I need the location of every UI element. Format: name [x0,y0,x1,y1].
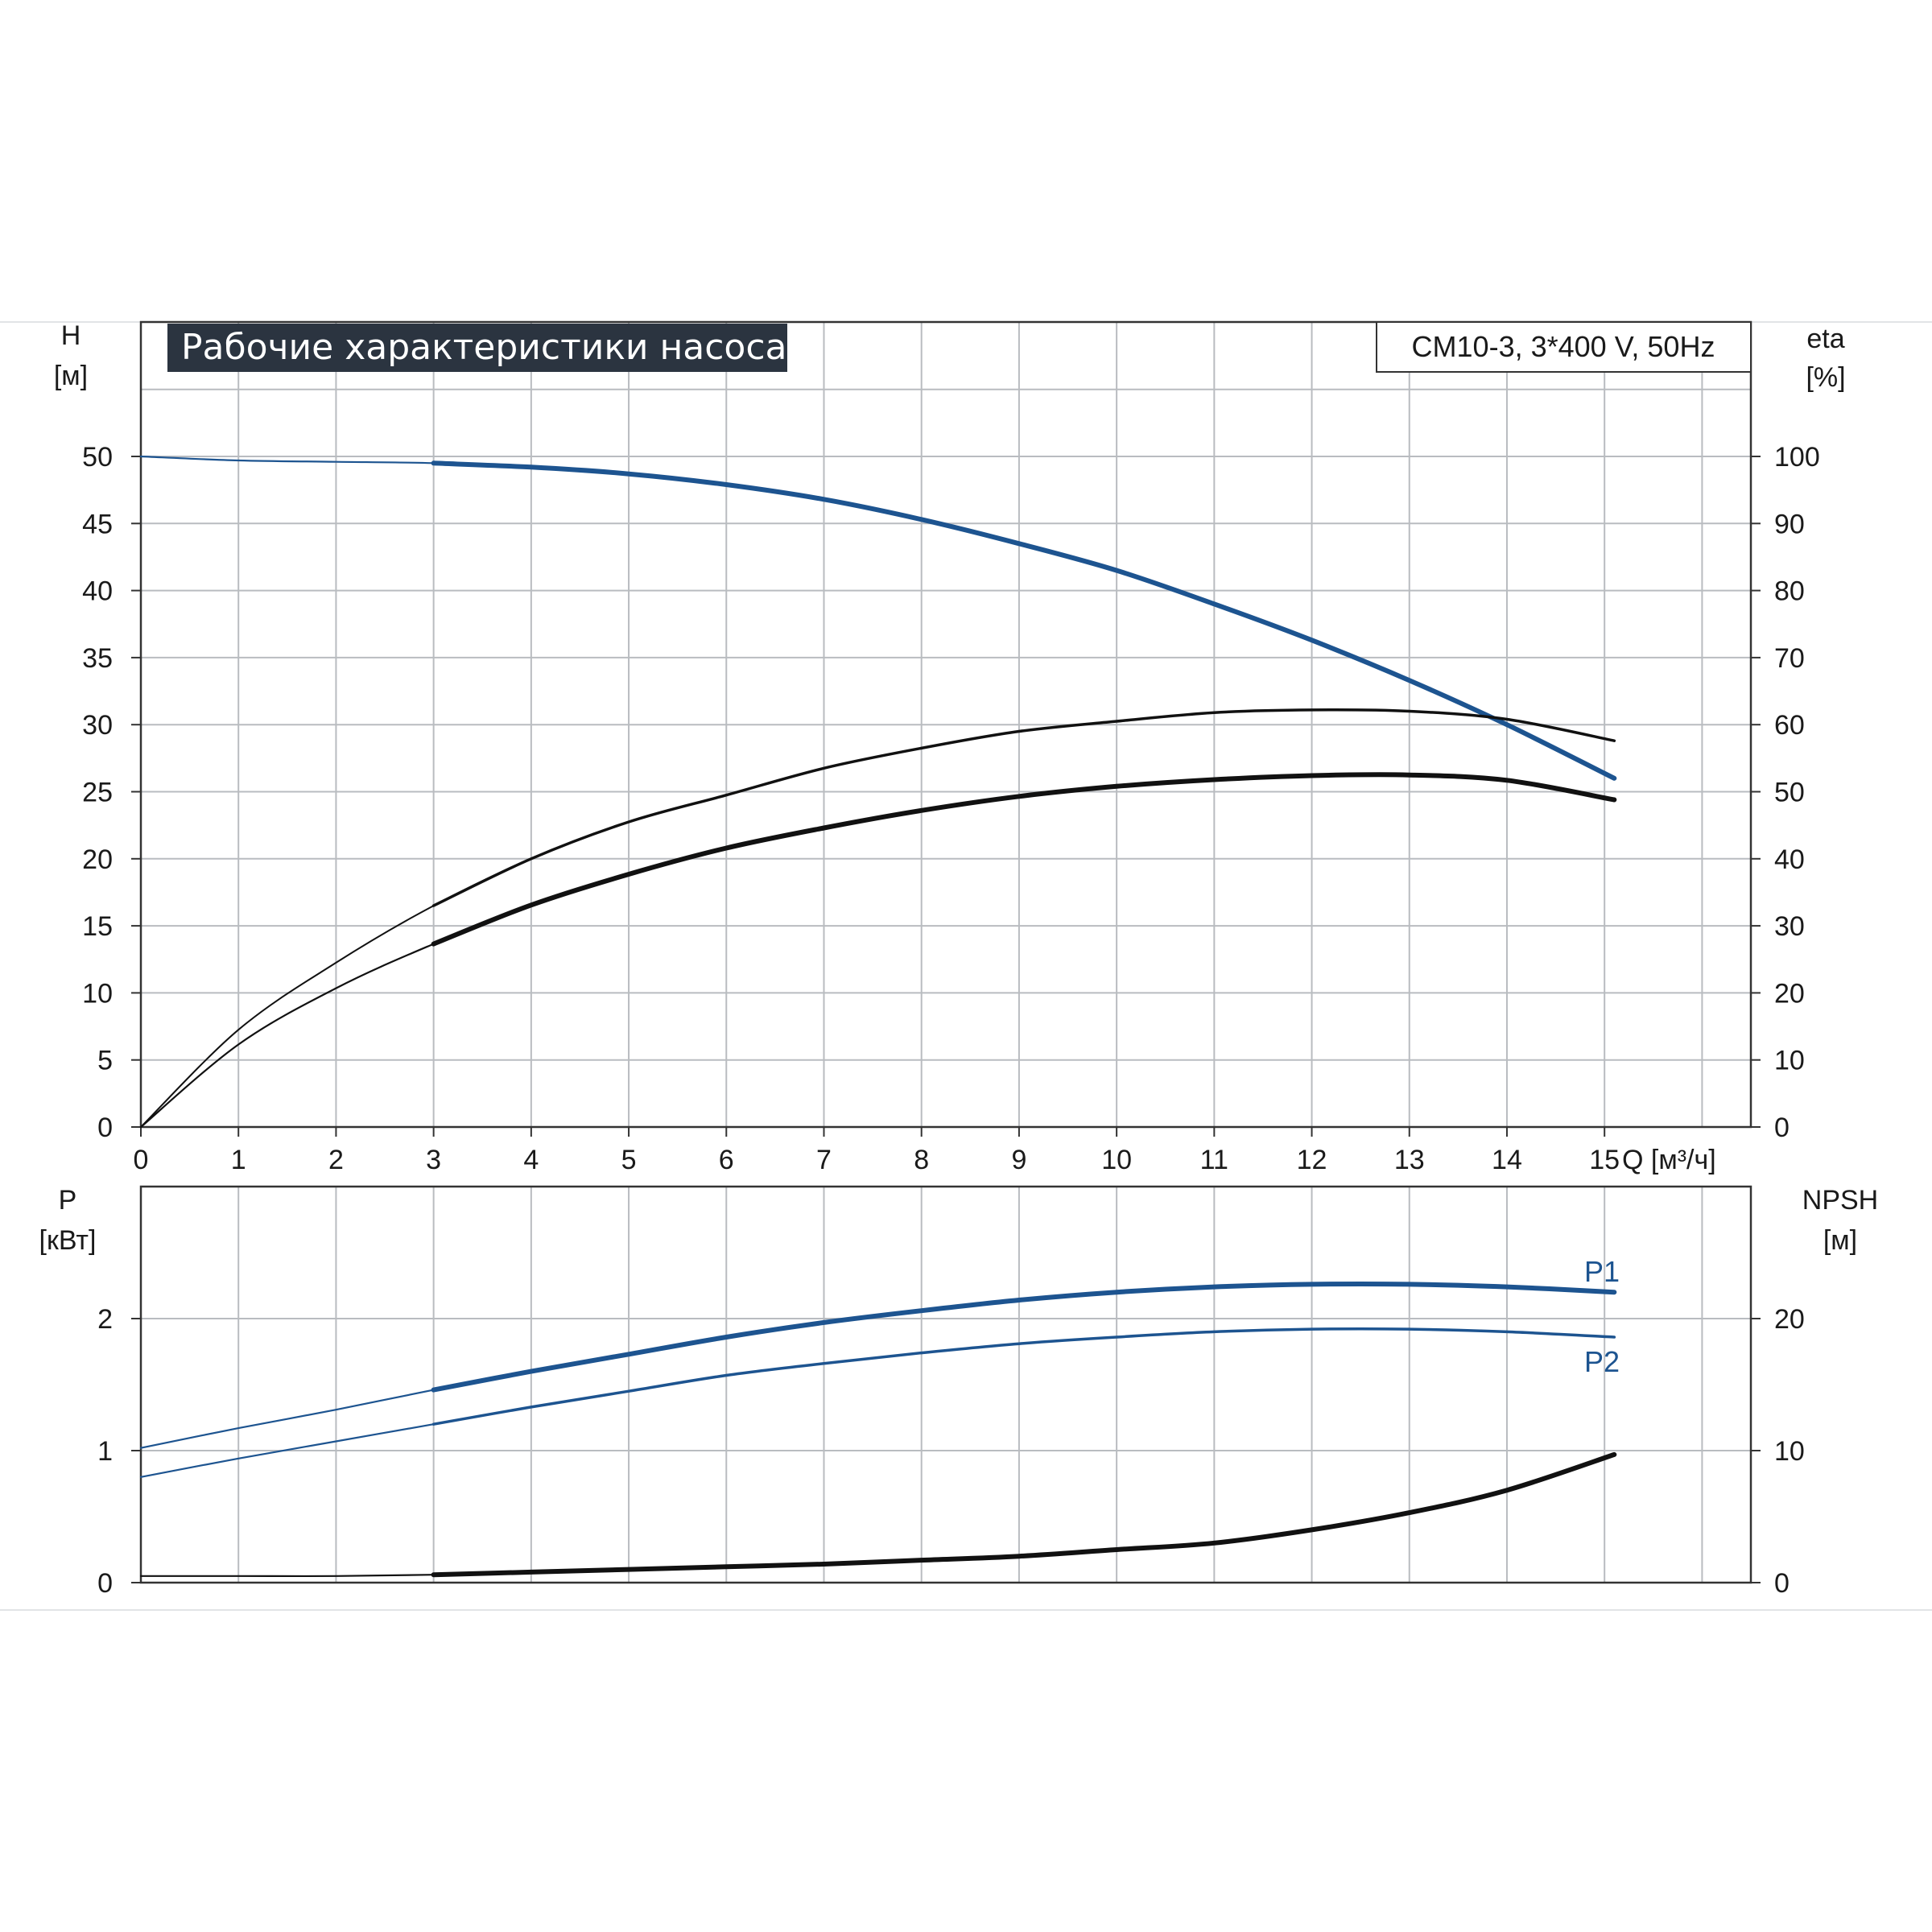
q-tick-label: 2 [328,1145,344,1175]
q-axis-label: Q [м³/ч] [1622,1145,1716,1175]
p1-curve-full [139,1282,1616,1449]
p-tick-label: 1 [97,1436,113,1467]
q-tick-label: 13 [1394,1145,1425,1175]
eta-tick-label: 60 [1774,710,1805,741]
model-box [1376,321,1752,373]
p-tick-label: 2 [97,1304,113,1335]
q-tick-label: 15 [1589,1145,1620,1175]
npsh-tick-label: 20 [1774,1304,1805,1335]
eta-tick-label: 0 [1774,1113,1790,1143]
title-box [167,324,787,372]
chart-title: Рабочие характеристики насоса [181,327,786,368]
h-curve-full [139,455,1616,779]
p2-curve [431,1327,1616,1426]
q-tick-label: 10 [1101,1145,1132,1175]
p-axis-unit: [кВт] [39,1225,97,1256]
h-tick-label: 40 [82,576,113,607]
eta-tick-label: 10 [1774,1046,1805,1076]
eta-axis-label: eta [1806,324,1844,354]
h-tick-label: 45 [82,509,113,539]
h-curve [431,460,1617,781]
h-tick-label: 50 [82,442,113,473]
upper-axis-ticks: 0510152025303540455001020304050607080901… [82,442,1820,1175]
eta-tick-label: 90 [1774,509,1805,539]
q-tick-label: 1 [231,1145,246,1175]
npsh-tick-label: 0 [1774,1568,1790,1599]
h-tick-label: 35 [82,643,113,674]
p1-curve-label: P1 [1584,1255,1620,1288]
npsh-curve [431,1451,1617,1578]
p1-curve [431,1281,1617,1393]
eta-total-curve [431,772,1617,947]
lower-grid [141,1187,1751,1583]
h-axis-label: H [61,320,81,351]
h-axis-unit: [м] [54,361,88,391]
h-tick-label: 25 [82,778,113,808]
q-tick-label: 11 [1200,1145,1228,1175]
p2-curve-full [139,1327,1616,1478]
eta-tick-label: 70 [1774,643,1805,674]
eta-tick-label: 40 [1774,844,1805,875]
q-tick-label: 12 [1297,1145,1327,1175]
q-tick-label: 7 [816,1145,832,1175]
upper-curves [139,455,1617,1129]
eta-axis-unit: [%] [1806,362,1845,393]
q-tick-label: 8 [914,1145,929,1175]
h-tick-label: 15 [82,911,113,942]
eta-tick-label: 80 [1774,576,1805,607]
npsh-axis-label: NPSH [1802,1185,1878,1216]
upper-grid [141,322,1751,1127]
q-tick-label: 6 [719,1145,734,1175]
p-axis-label: P [59,1185,77,1216]
h-tick-label: 20 [82,844,113,875]
q-tick-label: 3 [426,1145,441,1175]
npsh-axis-unit: [м] [1823,1225,1857,1256]
q-tick-label: 9 [1011,1145,1026,1175]
q-tick-label: 14 [1492,1145,1522,1175]
lower-plot-frame [139,1185,1752,1584]
h-tick-label: 10 [82,978,113,1009]
p2-curve-label: P2 [1584,1345,1620,1378]
lower-curves [139,1281,1617,1578]
p-tick-label: 0 [97,1568,113,1599]
eta-tick-label: 50 [1774,778,1805,808]
q-tick-label: 5 [621,1145,637,1175]
npsh-tick-label: 10 [1774,1436,1805,1467]
q-tick-label: 4 [523,1145,539,1175]
h-tick-label: 30 [82,710,113,741]
h-tick-label: 5 [97,1046,113,1076]
model-label: CM10-3, 3*400 V, 50Hz [1412,330,1715,363]
h-tick-label: 0 [97,1113,113,1143]
eta-pump-curve [431,708,1616,907]
head-efficiency-chart: 0510152025303540455001020304050607080901… [54,320,1846,1175]
q-tick-label: 0 [134,1145,149,1175]
eta-tick-label: 30 [1774,911,1805,942]
eta-tick-label: 100 [1774,442,1820,473]
eta-total-curve-full [139,774,1616,1129]
eta-tick-label: 20 [1774,978,1805,1009]
